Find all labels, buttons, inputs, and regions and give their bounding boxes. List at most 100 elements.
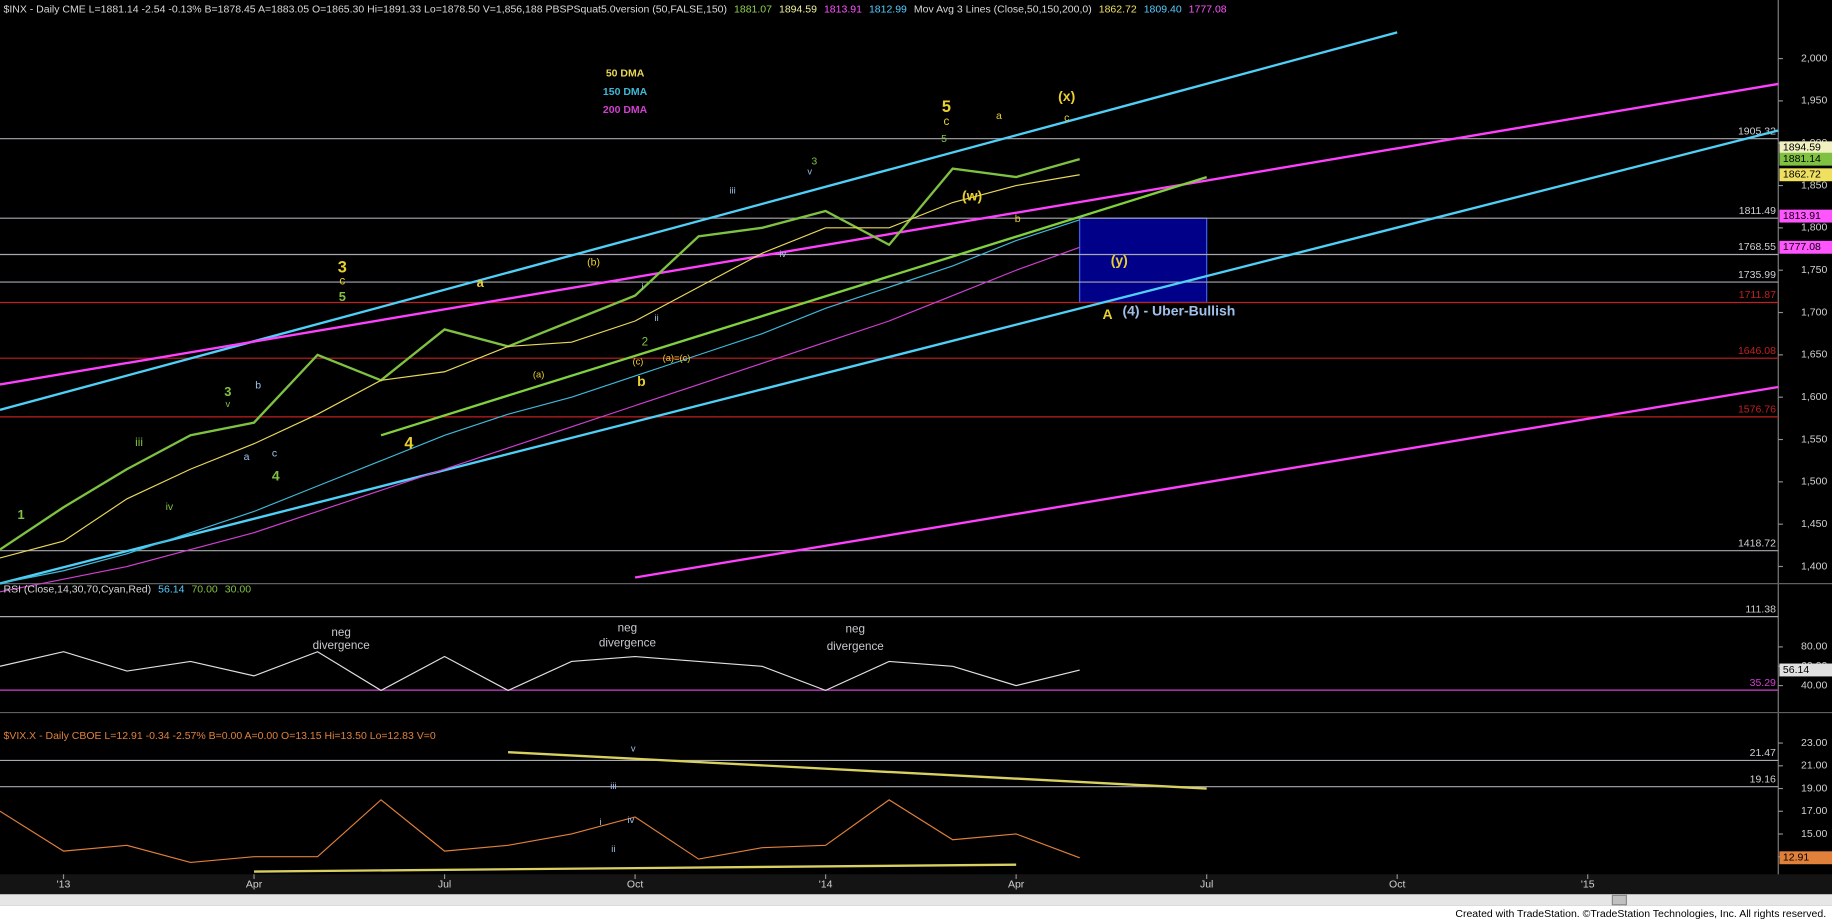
- y-tick-label: 21.00: [1801, 760, 1827, 772]
- wave-label: c: [1064, 112, 1069, 124]
- wave-label: b: [637, 373, 646, 389]
- level-label: 1711.87: [1739, 289, 1776, 301]
- wave-label: i: [599, 817, 601, 827]
- date-strip: [0, 874, 1832, 898]
- x-tick-label: Apr: [246, 879, 263, 891]
- header-segment: RSI (Close,14,30,70,Cyan,Red): [4, 583, 152, 595]
- price-tag-label: 1862.72: [1783, 169, 1821, 181]
- legend-entry: 200 DMA: [603, 104, 648, 116]
- wave-label: iv: [628, 815, 635, 825]
- wave-label: divergence: [827, 640, 884, 653]
- trend-line: [0, 82, 1779, 386]
- wave-label: divergence: [313, 639, 370, 652]
- y-tick-label: 23.00: [1801, 737, 1827, 749]
- series-line: [0, 174, 1080, 559]
- level-label: 1811.49: [1739, 205, 1776, 217]
- wave-label: A: [1103, 306, 1113, 322]
- panel-header: $VIX.X - Daily CBOE L=12.91 -0.34 -2.57%…: [4, 730, 436, 742]
- price-tag: [1779, 152, 1832, 166]
- legend-entry: 150 DMA: [603, 86, 648, 98]
- y-tick-label: 80.00: [1801, 641, 1827, 653]
- trend-line: [0, 129, 1779, 585]
- wave-label: (c): [632, 357, 643, 367]
- price-tag: [1779, 663, 1832, 677]
- x-tick-label: '13: [57, 879, 71, 891]
- y-tick-label: 1,400: [1801, 560, 1827, 572]
- price-tag: [1779, 141, 1832, 155]
- wave-label: c: [339, 274, 345, 287]
- series-line: [0, 246, 1080, 593]
- wave-label: iv: [779, 249, 786, 259]
- wave-label: iv: [166, 501, 174, 513]
- y-tick-label: 2,000: [1801, 52, 1827, 64]
- price-tag: [1779, 240, 1832, 254]
- wave-label: 3: [338, 259, 347, 277]
- price-tag-label: 1813.91: [1783, 210, 1821, 222]
- scroll-thumb[interactable]: [1611, 894, 1627, 906]
- wave-label: ii: [611, 844, 615, 854]
- price-tag: [1779, 209, 1832, 223]
- wave-label: (a)=(c): [663, 353, 691, 363]
- y-tick-label: 1,750: [1801, 264, 1827, 276]
- wave-label: (b): [587, 256, 600, 268]
- wave-label: 2: [642, 335, 649, 348]
- wave-label: 4: [404, 434, 414, 452]
- wave-label: 5: [339, 289, 346, 304]
- price-tag: [1779, 851, 1832, 865]
- wave-label: i: [642, 282, 644, 292]
- price-tag-label: 1777.08: [1783, 241, 1821, 253]
- y-tick-label: 1,950: [1801, 95, 1827, 107]
- trend-line: [0, 31, 1398, 412]
- wave-label: v: [807, 167, 812, 177]
- level-label: 1646.08: [1738, 345, 1776, 357]
- wave-label: a: [244, 451, 250, 463]
- price-tag-label: 1881.14: [1783, 153, 1821, 165]
- wave-label: 4: [272, 468, 280, 484]
- trend-line: [634, 385, 1779, 579]
- x-tick-label: Oct: [1389, 879, 1405, 891]
- trend-line: [254, 863, 1017, 873]
- series-line: [0, 158, 1081, 551]
- x-tick-label: Jul: [1200, 879, 1213, 891]
- header-segment: 1809.40: [1144, 3, 1182, 15]
- y-tick-label: 1,500: [1801, 476, 1827, 488]
- wave-label: ii: [655, 313, 659, 323]
- header-segment: 56.14: [158, 583, 184, 595]
- wave-label: a: [996, 110, 1002, 122]
- panel-header: $INX - Daily CME L=1881.14 -2.54 -0.13% …: [4, 3, 1227, 15]
- price-tag-label: 56.14: [1783, 664, 1809, 676]
- price-tag-label: 1894.59: [1783, 142, 1821, 154]
- header-segment: 70.00: [191, 583, 217, 595]
- header-segment: 1894.59: [779, 3, 817, 15]
- scrollbar[interactable]: [0, 894, 1832, 906]
- series-line: [0, 799, 1080, 864]
- x-tick-label: Apr: [1008, 879, 1025, 891]
- wave-label: c: [943, 115, 949, 128]
- header-segment: 1862.72: [1099, 3, 1137, 15]
- target-zone: [1079, 217, 1208, 304]
- wave-label: neg: [618, 621, 637, 634]
- y-tick-label: 17.00: [1801, 805, 1827, 817]
- trend-line: [380, 175, 1208, 437]
- x-tick-label: '15: [1581, 879, 1595, 891]
- wave-label: (x): [1058, 88, 1075, 104]
- wave-label: v: [631, 743, 636, 753]
- y-tick-label: 1,650: [1801, 349, 1827, 361]
- wave-label: (4) - Uber-Bullish: [1122, 302, 1235, 318]
- wave-label: 3: [811, 156, 817, 168]
- header-segment: 1777.08: [1189, 3, 1227, 15]
- x-tick-label: '14: [819, 879, 833, 891]
- wave-label: 5: [942, 98, 951, 116]
- y-tick-label: 40.00: [1801, 679, 1827, 691]
- level-label: 19.16: [1750, 773, 1776, 785]
- level-label: 21.47: [1750, 747, 1776, 759]
- wave-label: iii: [729, 185, 735, 195]
- wave-label: 5: [941, 133, 947, 145]
- wave-label: c: [272, 447, 277, 459]
- wave-label: iii: [610, 781, 616, 791]
- level-label: 111.38: [1745, 603, 1776, 615]
- wave-label: iii: [135, 436, 143, 449]
- series-line: [0, 219, 1080, 584]
